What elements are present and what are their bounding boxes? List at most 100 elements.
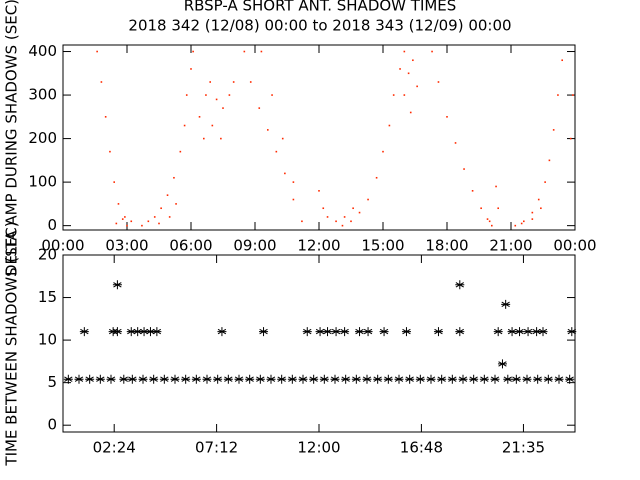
data-point [202, 374, 212, 384]
data-point [228, 94, 231, 96]
data-point [96, 50, 98, 53]
y-tick-label: 20 [38, 246, 57, 264]
x-tick-label: 21:35 [502, 439, 545, 457]
data-point [220, 137, 222, 140]
y-tick-label: 0 [47, 216, 57, 234]
data-point [152, 327, 162, 337]
data-point [341, 374, 351, 384]
data-point [175, 203, 177, 205]
data-point [454, 142, 457, 144]
data-point [363, 327, 373, 337]
data-point [392, 94, 395, 96]
y-tick-label: 0 [47, 416, 57, 434]
data-point [234, 374, 244, 384]
data-point [275, 150, 278, 153]
data-point [416, 85, 418, 88]
data-point [412, 59, 414, 62]
data-point [205, 94, 207, 96]
data-point [138, 374, 148, 384]
data-point [168, 216, 171, 218]
data-point [245, 374, 255, 384]
data-point [352, 207, 354, 210]
data-point [409, 111, 412, 114]
data-point [209, 81, 211, 83]
data-point [431, 50, 433, 53]
data-point [243, 50, 246, 53]
data-point [437, 81, 440, 83]
data-point [179, 150, 182, 153]
data-point [191, 374, 201, 384]
data-point [493, 327, 503, 337]
data-point [488, 220, 491, 223]
y-tick-label: 300 [28, 86, 57, 104]
data-point [544, 181, 546, 183]
data-point [192, 50, 194, 53]
data-point [106, 374, 116, 384]
data-point [117, 203, 120, 205]
data-point [309, 374, 319, 384]
data-point [109, 150, 111, 153]
data-point [538, 327, 548, 337]
data-point [259, 327, 269, 337]
data-point [267, 129, 269, 131]
data-point [471, 190, 474, 192]
data-point [447, 374, 457, 384]
data-point [331, 327, 341, 337]
y-tick-label: 100 [28, 173, 57, 191]
data-point [113, 181, 115, 183]
data-point [523, 220, 525, 223]
y-tick-label: 200 [28, 129, 57, 147]
data-point [415, 374, 425, 384]
data-point [145, 327, 155, 337]
data-point [515, 327, 525, 337]
data-point [130, 220, 133, 223]
data-point [437, 374, 447, 384]
y-tick-label: 400 [28, 42, 57, 60]
chart-title: RBSP-A SHORT ANT. SHADOW TIMES [184, 0, 457, 15]
data-point [565, 374, 575, 384]
data-point [213, 374, 223, 384]
data-point [532, 327, 542, 337]
x-tick-label: 02:24 [93, 439, 136, 457]
data-point [388, 124, 391, 127]
data-point [126, 327, 136, 337]
data-point [469, 374, 479, 384]
data-point [540, 207, 542, 210]
data-point [503, 374, 513, 384]
data-point [160, 207, 162, 210]
data-point [326, 216, 329, 218]
data-point [343, 216, 346, 218]
data-point [491, 224, 493, 227]
data-point [531, 211, 534, 214]
data-point [223, 374, 233, 384]
data-point [277, 374, 287, 384]
data-point [543, 374, 553, 384]
data-point [497, 359, 507, 369]
data-point [147, 220, 150, 223]
y-axis-label: TIME BETWEEN SHADOWS (SEC) [3, 221, 21, 466]
data-point [281, 137, 284, 140]
data-point [127, 374, 137, 384]
data-point [557, 94, 559, 96]
data-point [552, 129, 555, 131]
data-point [572, 94, 574, 96]
data-point [548, 159, 551, 162]
x-tick-label: 07:12 [195, 439, 238, 457]
data-point [198, 116, 201, 118]
data-point [63, 374, 73, 384]
data-point [403, 50, 406, 53]
data-point [284, 172, 286, 175]
data-point [112, 280, 122, 290]
data-point [215, 98, 218, 101]
data-point [340, 327, 350, 337]
data-point [211, 124, 214, 127]
data-point [458, 374, 468, 384]
data-point [569, 137, 572, 140]
data-point [166, 194, 169, 196]
data-point [507, 327, 517, 337]
data-point [266, 374, 276, 384]
data-point [95, 374, 105, 384]
data-point [79, 327, 89, 337]
x-tick-label: 09:00 [233, 237, 276, 255]
data-point [446, 116, 448, 118]
